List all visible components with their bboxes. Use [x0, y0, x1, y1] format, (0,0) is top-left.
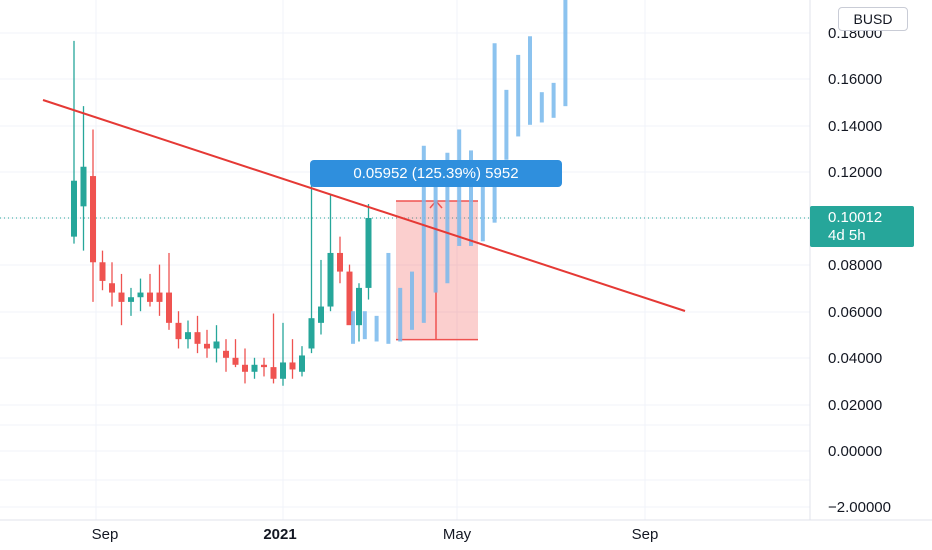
price-tick-label: 0.00000 [828, 443, 882, 460]
projection-bar [563, 0, 568, 107]
projection-bar [410, 271, 414, 330]
candle-body [242, 364, 248, 372]
projection-bar [433, 171, 438, 293]
price-tick-label: 0.02000 [828, 397, 882, 414]
projection-bar [516, 54, 521, 137]
candle-body [185, 332, 191, 340]
projection-bar [421, 145, 426, 323]
projection-bar [362, 311, 367, 340]
last-price-value: 0.10012 [828, 209, 883, 226]
price-tick-label: 0.14000 [828, 118, 882, 135]
candle-body [251, 364, 258, 372]
candle-body [166, 292, 172, 323]
last-price-badge: 0.10012 4d 5h [810, 206, 914, 247]
candle-body [156, 292, 163, 302]
measure-tooltip: 0.05952 (125.39%) 5952 [310, 160, 562, 187]
projection-bar [480, 166, 485, 242]
bar-countdown: 4d 5h [828, 227, 866, 244]
candle-body [118, 292, 125, 302]
price-tick-label: 0.16000 [828, 71, 882, 88]
projection-bar [374, 315, 379, 342]
candle-body [80, 166, 87, 207]
price-tick-label: 0.12000 [828, 164, 882, 181]
projection-bar [504, 89, 509, 160]
candle-body [327, 252, 334, 307]
candle-body [109, 283, 115, 293]
projection-bar [445, 152, 450, 284]
price-tick-label: −2.00000 [828, 499, 891, 516]
candle-body [280, 362, 286, 379]
projection-bar [539, 92, 544, 123]
candle-body [99, 262, 106, 281]
candle-body [356, 287, 362, 326]
candle-body [299, 355, 305, 372]
candle-body [147, 292, 153, 302]
time-tick-label: May [443, 526, 472, 543]
price-axis: 0.180000.160000.140000.120000.080000.060… [828, 25, 891, 516]
price-tick-label: 0.08000 [828, 257, 882, 274]
candle-body [289, 362, 296, 370]
chart-marks [42, 0, 686, 386]
candle-body [90, 176, 96, 263]
candle-body [128, 297, 134, 302]
candle-body [365, 218, 372, 288]
candle-body [308, 318, 315, 349]
time-tick-label: Sep [632, 526, 659, 543]
candle-body [270, 367, 277, 379]
trendline [42, 99, 686, 312]
price-tick-label: 0.06000 [828, 304, 882, 321]
projection-bar [351, 311, 355, 344]
projection-bar [398, 287, 403, 342]
currency-button[interactable]: BUSD [838, 7, 908, 31]
projection-bar [492, 43, 497, 223]
projection-bar [551, 82, 556, 118]
candle-body [261, 364, 267, 368]
time-tick-label: Sep [92, 526, 119, 543]
candle-body [71, 180, 77, 237]
price-tick-label: 0.04000 [828, 350, 882, 367]
candle-body [318, 306, 324, 323]
candle-body [194, 332, 201, 344]
candle-body [137, 292, 144, 298]
time-axis: Sep 2021 May Sep [92, 526, 659, 543]
candle-body [204, 343, 210, 349]
candle-body [337, 252, 343, 272]
projection-bar [386, 252, 391, 344]
candle-body [213, 341, 220, 349]
candle-body [346, 271, 353, 326]
projection-bar [469, 150, 473, 246]
projection-bar [457, 129, 462, 246]
candle-body [175, 322, 182, 340]
projection-bar [528, 36, 532, 125]
candle-body [223, 350, 229, 358]
time-tick-label: 2021 [263, 526, 296, 543]
candle-body [232, 357, 239, 365]
